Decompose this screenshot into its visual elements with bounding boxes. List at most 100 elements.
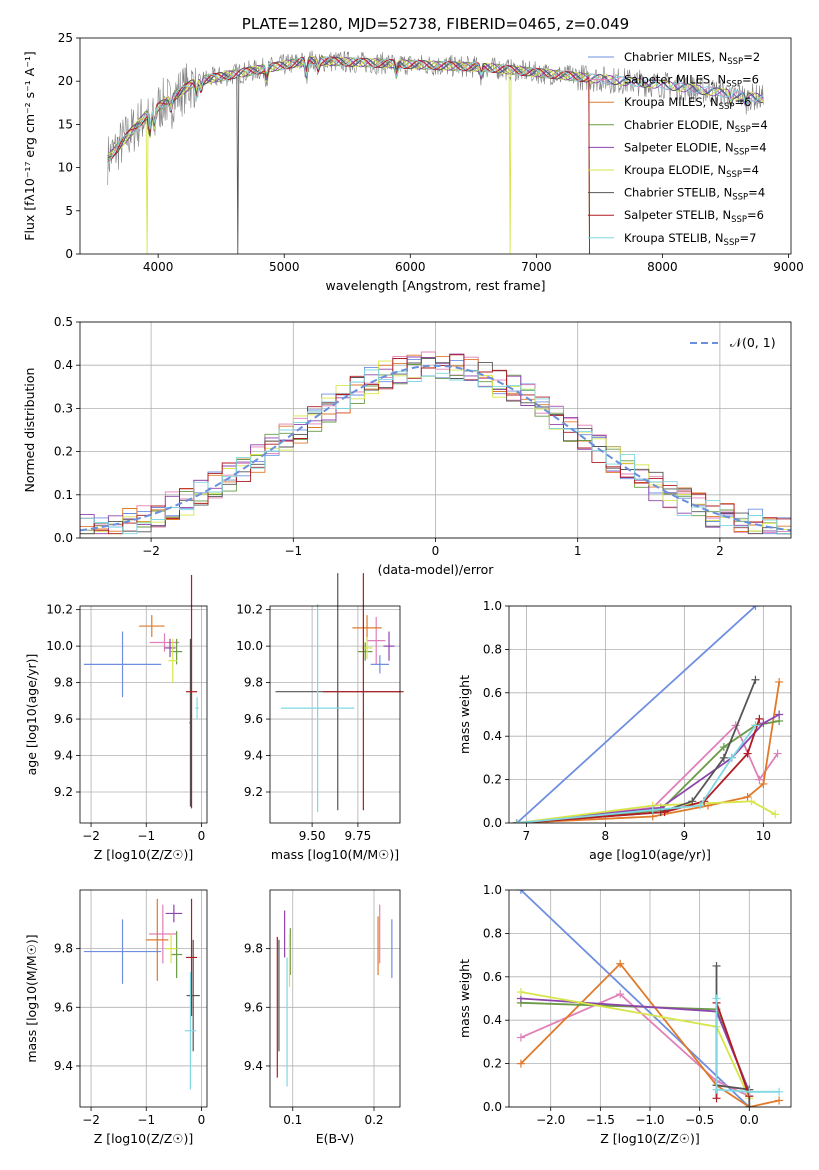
errorbar-point [83, 919, 162, 984]
legend-nssp: 4 [759, 140, 766, 154]
errorbar-point [184, 972, 196, 1090]
mass-vs-Z-xtick-label: 0 [198, 1113, 206, 1127]
weight-vs-Z-xlabel: Z [log10(Z/Z☉)] [600, 1131, 700, 1146]
weight-marker [712, 994, 721, 1003]
errorbar-point [171, 931, 183, 978]
weight-marker [771, 810, 780, 819]
weight-vs-age-ylabel: mass weight [457, 675, 472, 754]
weight-vs-Z-ytick-label: 1.0 [483, 883, 502, 897]
legend-name: Salpeter STELIB [624, 208, 715, 222]
model-line-salpeter-elodie [107, 56, 764, 157]
weight-vs-age-ytick-label: 0.2 [483, 773, 502, 787]
errorbar-point [357, 642, 373, 661]
legend-name: Chabrier STELIB [624, 186, 716, 200]
errorbar-point [165, 933, 177, 964]
weight-marker [751, 675, 760, 684]
spectrum-xtick-label: 4000 [143, 260, 174, 274]
age-vs-mass-ytick-label: 10.2 [236, 603, 263, 617]
mass-vs-Z-ytick-label: 9.8 [54, 942, 73, 956]
mass-vs-EBV-ytick-label: 9.4 [244, 1059, 263, 1073]
weight-marker [516, 987, 525, 996]
mass-vs-Z-xtick-label: −2 [82, 1113, 100, 1127]
legend-nssp: 6 [757, 208, 764, 222]
legend-nssp: 6 [752, 73, 759, 87]
age-vs-Z-xtick-label: −1 [137, 829, 155, 843]
weight-vs-age-ytick-label: 0.8 [483, 642, 502, 656]
weight-line [715, 998, 780, 1093]
residuals-xtick-label: 2 [716, 544, 724, 558]
legend-label: Salpeter STELIB, NSSP=6 [624, 208, 764, 225]
weight-vs-age-ytick-label: 0.4 [483, 729, 502, 743]
weight-marker [755, 775, 764, 784]
errorbar-point [139, 615, 165, 637]
errorbar-point [195, 697, 199, 720]
legend-label: Chabrier MILES, NSSP=2 [624, 50, 760, 67]
weight-marker [751, 606, 760, 610]
weight-vs-age-xtick-label: 8 [602, 829, 610, 843]
weight-vs-age-xtick-label: 10 [756, 829, 771, 843]
spectrum-xtick-label: 7000 [521, 260, 552, 274]
errorbar-point [146, 898, 169, 981]
gaussian-curve [80, 364, 791, 532]
model-line-salpeter-stelib [107, 56, 590, 254]
mass-vs-Z-ylabel: mass [log10(M/M☉)] [24, 934, 39, 1062]
errorbar-point [168, 638, 178, 683]
weight-marker [727, 753, 736, 762]
legend-name: Chabrier MILES [624, 50, 711, 64]
spectrum-ytick-label: 15 [58, 117, 73, 131]
age-vs-Z-ytick-label: 9.2 [54, 785, 73, 799]
weight-marker [775, 1096, 784, 1105]
age-vs-Z-ylabel: age [log10(age/yr)] [24, 654, 39, 776]
age-vs-Z-xlabel: Z [log10(Z/Z☉)] [94, 847, 194, 862]
age-vs-Z-xtick-label: −2 [82, 829, 100, 843]
age-vs-mass-ytick-label: 9.8 [244, 676, 263, 690]
age-vs-Z-ytick-label: 10.2 [46, 603, 73, 617]
weight-marker [616, 959, 625, 968]
age-vs-mass-ytick-label: 9.6 [244, 712, 263, 726]
weight-marker [648, 805, 657, 814]
mass-vs-Z-ytick-label: 9.4 [54, 1059, 73, 1073]
age-vs-mass-ytick-label: 10.0 [236, 639, 263, 653]
age-vs-Z-ytick-label: 9.8 [54, 676, 73, 690]
spectrum-ytick-label: 10 [58, 161, 73, 175]
errorbar-point [83, 631, 162, 698]
weight-marker [773, 749, 782, 758]
errorbar-point [352, 615, 382, 641]
weight-marker [712, 1094, 721, 1103]
spectrum-frame [79, 37, 792, 255]
age-vs-mass-frame [269, 605, 401, 824]
weight-marker [616, 990, 625, 999]
errorbar-point [370, 655, 390, 674]
weight-line [520, 993, 750, 1098]
spectrum-title: PLATE=1280, MJD=52738, FIBERID=0465, z=0… [242, 15, 629, 33]
age-vs-Z-ytick-label: 9.4 [54, 749, 73, 763]
weight-marker [759, 719, 768, 728]
legend-nssp: 6 [744, 95, 751, 109]
weight-vs-age-xlabel: age [log10(age/yr)] [589, 847, 711, 862]
weight-vs-Z-xtick-label: −2.0 [536, 1113, 565, 1127]
observed-spectrum-line [107, 50, 764, 185]
mass-vs-Z-ytick-label: 9.6 [54, 1000, 73, 1014]
mass-vs-EBV-xtick-label: 0.1 [283, 1113, 302, 1127]
weight-line [516, 681, 781, 823]
spectrum-xlabel: wavelength [Angstrom, rest frame] [325, 278, 545, 293]
errorbar-point [186, 575, 198, 809]
residuals-frame [79, 321, 792, 539]
legend-label: Salpeter MILES, NSSP=6 [624, 73, 759, 90]
model-line-kroupa-stelib [107, 56, 764, 164]
weight-vs-Z-frame [508, 889, 792, 1108]
weight-vs-Z-lines [516, 890, 784, 1107]
residuals-ytick-label: 0.0 [54, 531, 73, 545]
age-vs-mass-xtick-label: 9.75 [345, 829, 372, 843]
hist-kroupa-stelib [80, 369, 791, 535]
weight-marker [719, 753, 728, 762]
legend-label: Chabrier ELODIE, NSSP=4 [624, 118, 768, 135]
weight-marker [775, 677, 784, 686]
mass-vs-Z-frame [79, 889, 208, 1108]
weight-marker [745, 1087, 754, 1096]
weight-marker [775, 1087, 784, 1096]
residuals-xtick-label: 0 [432, 544, 440, 558]
spectrum-lines [107, 50, 764, 254]
mass-vs-Z-xtick-label: −1 [137, 1113, 155, 1127]
weight-marker [512, 819, 521, 823]
